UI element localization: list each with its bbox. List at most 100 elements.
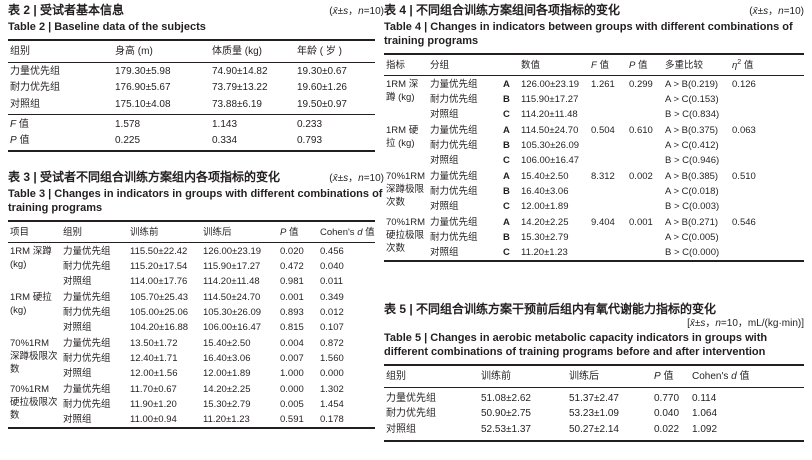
cell: 0.107 — [320, 322, 344, 333]
cell: A > B(0.219) — [665, 79, 719, 90]
cell: 0.510 — [732, 171, 756, 182]
group-label-cell: 对照组 — [63, 368, 92, 379]
group-letter-cell: C — [503, 109, 510, 120]
stat-label-cell: P 值 — [10, 134, 30, 146]
table-row: 耐力优先组 176.90±5.67 73.79±13.22 19.60±1.26 — [8, 79, 375, 96]
column-header: F 值 — [589, 54, 628, 76]
cell: 16.40±3.06 — [521, 186, 569, 197]
cell: 0.011 — [320, 276, 344, 287]
cell: 1.000 — [280, 368, 304, 379]
table5-title-cn: 表 5 | 不同组合训练方案干预前后组内有氧代谢能力指标的变化 — [384, 302, 717, 316]
cell: 1.578 — [113, 114, 210, 133]
item-cell: 70%1RM 深蹲极限次数 — [386, 171, 426, 208]
cell: B > C(0.003) — [665, 201, 720, 212]
cell: 114.50±24.70 — [521, 125, 579, 136]
table-row: 耐力优先组 B 115.90±17.27 A > C(0.153) — [384, 92, 804, 107]
cell: 179.30±5.98 — [115, 65, 171, 77]
cell — [730, 92, 804, 107]
cell: 15.30±2.79 — [521, 232, 569, 243]
table3-stat-notation: (x̄±s，n=10) — [329, 173, 384, 184]
table-row: 70%1RM 深蹲极限次数 力量优先组 13.50±1.72 15.40±2.5… — [8, 335, 375, 375]
cell: 0.233 — [295, 114, 375, 133]
table4-title-en: Table 4 | Changes in indicators between … — [384, 21, 793, 47]
table-row: 对照组 104.20±16.88 106.00±16.47 0.815 0.10… — [8, 320, 375, 335]
aerobic-capacity-table: 组别 训练前 训练后 P 值 Cohen's d 值 力量优先组 51.08±2… — [384, 364, 804, 442]
column-header: Cohen's d 值 — [690, 365, 804, 388]
baseline-data-table: 组别 身高 (m) 体质量 (kg) 年龄 ( 岁 ) 力量优先组 179.30… — [8, 39, 375, 152]
cell: 0.022 — [654, 423, 680, 435]
stat-label-cell: F 值 — [8, 114, 113, 133]
table-row: 对照组 12.00±1.56 12.00±1.89 1.000 0.000 — [8, 366, 375, 381]
cell — [589, 230, 627, 245]
header-row: 指标 分组 数值 F 值 P 值 多重比较 η2 值 — [384, 54, 805, 76]
cell: 12.00±1.89 — [203, 368, 251, 379]
group-letter-cell: A — [503, 125, 510, 136]
cell: A > C(0.005) — [665, 232, 719, 243]
group-label-cell: 对照组 — [430, 155, 459, 166]
cell: 0.349 — [320, 292, 344, 303]
cell: 19.30±0.67 — [297, 65, 347, 77]
cell: 106.00±16.47 — [521, 155, 580, 166]
group-letter-cell: B — [503, 140, 510, 151]
cell — [730, 230, 804, 245]
group-letter-cell: B — [503, 94, 510, 105]
table2-title-row: 表 2 | 受试者基本信息 (x̄±s，n=10) — [8, 3, 384, 19]
table-row: 耐力优先组 115.20±17.54 115.90±17.27 0.472 0.… — [8, 259, 375, 274]
column-header: 分组 — [428, 54, 520, 76]
cell: 0.005 — [280, 399, 304, 410]
cell: 1.143 — [210, 114, 295, 133]
indicator-group: 70%1RM 深蹲极限次数 力量优先组 A 15.40±2.50 8.312 0… — [384, 168, 804, 214]
indicator-group: 1RM 硬拉 (kg) 力量优先组 105.70±25.43 114.50±24… — [8, 289, 375, 335]
cell: 0.001 — [629, 217, 653, 228]
indicator-group: 70%1RM 硬拉极限次数 力量优先组 11.70±0.67 14.20±2.2… — [8, 381, 375, 428]
cell: 0.012 — [320, 307, 344, 318]
group-label-cell: 耐力优先组 — [63, 353, 111, 364]
cell: 0.001 — [280, 292, 304, 303]
cell: 0.000 — [280, 384, 304, 395]
cell: 115.50±22.42 — [130, 246, 188, 257]
cell: 114.50±24.70 — [203, 292, 261, 303]
group-label-cell: 耐力优先组 — [386, 408, 436, 419]
table-row: 对照组 C 106.00±16.47 B > C(0.946) — [384, 153, 804, 168]
group-label-cell: 耐力优先组 — [430, 94, 478, 105]
group-label-cell: 力量优先组 — [386, 392, 436, 404]
group-label-cell: 耐力优先组 — [430, 186, 478, 197]
group-label-cell: 耐力优先组 — [63, 399, 111, 410]
table4-title-cn: 表 4 | 不同组合训练方案组间各项指标的变化 — [384, 3, 621, 17]
table-row: 对照组 175.10±4.08 73.88±6.19 19.50±0.97 — [8, 96, 375, 115]
cell: 50.90±2.75 — [481, 408, 531, 419]
cell: 73.79±13.22 — [212, 82, 268, 93]
group-letter-cell: B — [503, 232, 510, 243]
item-cell: 1RM 深蹲 (kg) — [386, 79, 419, 103]
cell — [589, 92, 627, 107]
group-letter-cell: A — [503, 79, 510, 90]
cell — [627, 92, 663, 107]
cell: 106.00±16.47 — [203, 322, 262, 333]
column-header: 数值 — [519, 54, 590, 76]
group-label-cell: 对照组 — [430, 201, 459, 212]
cell: 175.10±4.08 — [115, 98, 171, 110]
cell: 126.00±23.19 — [203, 246, 262, 257]
cell — [730, 199, 804, 214]
cell — [627, 107, 663, 122]
cell: 19.50±0.97 — [297, 98, 347, 110]
cell: 104.20±16.88 — [130, 322, 189, 333]
group-label-cell: 对照组 — [386, 423, 416, 435]
cell: 0.040 — [320, 261, 344, 272]
cell — [589, 199, 627, 214]
indicator-group: 1RM 深蹲 (kg) 力量优先组 A 126.00±23.19 1.261 0… — [384, 76, 804, 123]
group-letter-cell: C — [503, 247, 510, 258]
right-column: 表 4 | 不同组合训练方案组间各项指标的变化 (x̄±s，n=10) Tabl… — [384, 3, 805, 460]
cell: 0.770 — [654, 392, 680, 404]
cell: 51.08±2.62 — [481, 392, 531, 404]
column-header: 组别 — [8, 40, 113, 63]
cell: B > C(0.834) — [665, 109, 720, 120]
cell: 115.20±17.54 — [130, 261, 188, 272]
indicator-group: 1RM 硬拉 (kg) 力量优先组 A 114.50±24.70 0.504 0… — [384, 122, 804, 168]
table3-title-row: 表 3 | 受试者不同组合训练方案组内各项指标的变化 (x̄±s，n=10) — [8, 170, 384, 186]
cell: 0.334 — [212, 134, 238, 146]
group-label-cell: 力量优先组 — [63, 292, 111, 303]
cell: 0.114 — [692, 392, 717, 404]
cell: 126.00±23.19 — [521, 79, 580, 90]
column-header: 身高 (m) — [113, 40, 210, 63]
